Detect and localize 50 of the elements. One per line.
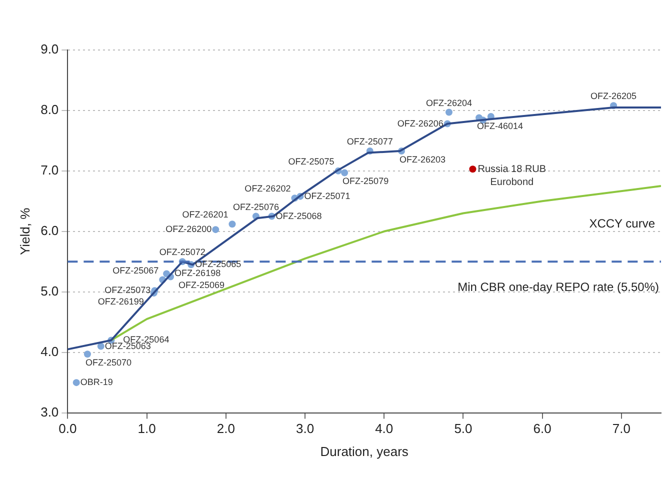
data-label: OFZ-25070 bbox=[85, 358, 132, 368]
y-tick-label: 9.0 bbox=[40, 42, 59, 57]
ref-line-label: Min CBR one-day REPO rate (5.50%) bbox=[458, 280, 659, 294]
point bbox=[212, 226, 220, 234]
y-tick-label: 5.0 bbox=[40, 283, 59, 298]
x-tick-label: 0.0 bbox=[58, 421, 77, 436]
series-label: Russia 18 RUB Eurobond bbox=[478, 164, 546, 188]
x-tick-label: 7.0 bbox=[612, 421, 630, 436]
data-label: OFZ-26203 bbox=[400, 154, 446, 164]
data-label: OBR-19 bbox=[80, 377, 113, 388]
data-label: OFZ-46014 bbox=[477, 121, 524, 132]
x-tick-label: 4.0 bbox=[375, 421, 394, 436]
point bbox=[228, 220, 236, 228]
data-label: OFZ-25072 bbox=[159, 247, 206, 258]
point bbox=[97, 342, 104, 350]
data-label: OFZ-26198 bbox=[174, 268, 221, 278]
point bbox=[84, 350, 91, 358]
data-label: OFZ-25075 bbox=[288, 156, 334, 166]
y-tick-label: 7.0 bbox=[40, 162, 59, 178]
y-tick-label: 3.0 bbox=[40, 404, 59, 420]
y-axis-title: Yield, % bbox=[17, 207, 32, 256]
x-tick-label: 1.0 bbox=[138, 421, 156, 436]
data-label: OFZ-26200 bbox=[166, 224, 212, 234]
point bbox=[341, 169, 348, 176]
x-tick-label: 5.0 bbox=[454, 421, 472, 436]
data-label: OFZ-26205 bbox=[590, 91, 637, 102]
x-axis-title: Duration, years bbox=[320, 444, 409, 459]
y-tick-label: 4.0 bbox=[40, 344, 59, 359]
y-tick-label: 6.0 bbox=[40, 222, 59, 238]
point bbox=[72, 379, 80, 386]
data-label: OFZ-26204 bbox=[426, 98, 472, 108]
data-label: OFZ-26199 bbox=[98, 296, 144, 307]
data-label: OFZ-25073 bbox=[104, 285, 151, 296]
data-label: OFZ-25077 bbox=[346, 136, 393, 146]
point bbox=[445, 108, 452, 116]
data-label: OFZ-26206 bbox=[397, 118, 444, 128]
x-tick-label: 2.0 bbox=[216, 421, 235, 436]
x-tick-label: 6.0 bbox=[533, 421, 552, 436]
data-label: OFZ-25068 bbox=[276, 210, 322, 221]
data-label: OFZ-25071 bbox=[304, 190, 350, 201]
data-label: OFZ-25079 bbox=[342, 176, 389, 186]
data-label: OFZ-25069 bbox=[178, 280, 225, 290]
data-label: OFZ-25076 bbox=[232, 202, 279, 212]
data-label: OFZ-25067 bbox=[112, 265, 159, 276]
series-label: XCCY curve bbox=[589, 216, 656, 230]
y-tick-label: 8.0 bbox=[40, 102, 59, 118]
point bbox=[469, 166, 476, 173]
data-label: OFZ-26201 bbox=[182, 210, 228, 220]
x-tick-label: 3.0 bbox=[296, 421, 314, 436]
data-label: OFZ-26202 bbox=[244, 184, 291, 194]
